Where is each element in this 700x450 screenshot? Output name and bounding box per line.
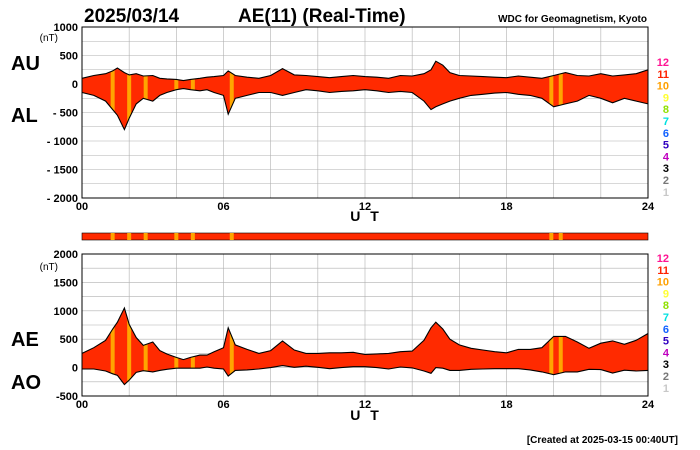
ae-ao-x-tick-label: 06 <box>217 399 229 411</box>
ae-ao-activity-stripe <box>558 308 563 385</box>
created-timestamp: [Created at 2025-03-15 00:40UT] <box>527 435 678 446</box>
al-series-line <box>81 88 649 131</box>
ae-ao-y-tick-label: 1500 <box>54 277 78 289</box>
legend-level-3: 3 <box>663 359 669 371</box>
ae-ao-y-tick-label: -500 <box>56 391 78 403</box>
ae-ao-y-tick-label: 500 <box>60 334 78 346</box>
au-al-y-tick-label: - 2000 <box>47 193 78 205</box>
status-strip-mark <box>174 233 179 240</box>
data-source: WDC for Geomagnetism, Kyoto <box>498 14 647 25</box>
au-al-x-axis-label: U T <box>350 208 382 224</box>
ae-ao-x-tick-label: 24 <box>642 399 655 411</box>
au-al-area-fill <box>82 61 648 130</box>
legend-level-12: 12 <box>657 57 669 69</box>
ae-ao-x-tick-label: 18 <box>500 399 512 411</box>
au-al-activity-stripe <box>143 61 148 130</box>
legend-level-4: 4 <box>663 347 670 359</box>
legend-level-6: 6 <box>663 324 669 336</box>
ae-ao-activity-stripe <box>549 308 554 385</box>
legend-level-5: 5 <box>663 336 669 348</box>
au-al-x-tick-label: 00 <box>76 201 88 213</box>
au-al-activity-stripe <box>549 61 554 130</box>
au-al-x-tick-label: 12 <box>359 201 371 213</box>
legend-level-10: 10 <box>657 277 669 289</box>
status-strip-mark <box>549 233 554 240</box>
ae-ao-y-tick-label: 0 <box>72 363 78 375</box>
au-al-y-tick-label: 0 <box>72 79 78 91</box>
au-al-activity-stripe <box>558 61 563 130</box>
legend-level-9: 9 <box>663 92 669 104</box>
legend-level-2: 2 <box>663 371 669 383</box>
legend-level-5: 5 <box>663 140 669 152</box>
status-strip-mark <box>143 233 148 240</box>
au-al-y-tick-label: - 1500 <box>47 165 78 177</box>
legend-level-2: 2 <box>663 175 669 187</box>
ae-ao-x-tick-label: 00 <box>76 399 88 411</box>
ae-label: AE <box>11 329 39 351</box>
au-al-y-tick-label: - 1000 <box>47 136 78 148</box>
legend-level-8: 8 <box>663 104 669 116</box>
legend-level-7: 7 <box>663 116 669 128</box>
legend-level-1: 1 <box>663 383 669 395</box>
au-al-activity-stripe <box>229 61 234 130</box>
au-al-activity-stripe <box>110 61 115 130</box>
legend-level-12: 12 <box>657 253 669 265</box>
ao-series-line <box>82 365 649 386</box>
legend-level-7: 7 <box>663 312 669 324</box>
au-al-activity-stripe <box>127 61 132 130</box>
au-al-unit-label: (nT) <box>40 33 58 44</box>
ae-ao-activity-stripe <box>110 308 115 385</box>
au-al-y-tick-label: - 500 <box>53 108 78 120</box>
plot-date: 2025/03/14 <box>84 6 180 27</box>
au-label: AU <box>11 53 40 75</box>
status-strip-mark <box>190 233 195 240</box>
al-label: AL <box>11 105 38 127</box>
plot-title: AE(11) (Real-Time) <box>238 6 406 27</box>
ae-ao-activity-stripe <box>143 308 148 385</box>
ae-ao-x-axis-label: U T <box>350 407 382 423</box>
au-al-frame <box>81 26 649 199</box>
ae-ao-area-fill <box>82 308 648 385</box>
status-strip-mark <box>558 233 563 240</box>
ae-ao-activity-stripe <box>127 308 132 385</box>
legend-level-1: 1 <box>663 187 669 199</box>
ao-label: AO <box>11 372 41 394</box>
au-al-y-tick-label: 1000 <box>54 22 78 34</box>
status-strip-bar <box>81 232 649 241</box>
au-al-x-tick-label: 18 <box>500 201 512 213</box>
au-al-x-tick-label: 24 <box>642 201 655 213</box>
status-strip-mark <box>127 233 132 240</box>
legend-level-8: 8 <box>663 300 669 312</box>
status-strip-mark <box>110 233 115 240</box>
au-al-y-tick-label: 500 <box>60 51 78 63</box>
legend-level-6: 6 <box>663 128 669 140</box>
legend-level-11: 11 <box>657 265 669 277</box>
status-strip <box>81 232 649 241</box>
ae-ao-activity-stripe <box>229 308 234 385</box>
ae-ao-y-tick-label: 1000 <box>54 306 78 318</box>
status-strip-mark <box>229 233 234 240</box>
legend-level-10: 10 <box>657 81 669 93</box>
ae-ao-y-tick-label: 2000 <box>54 249 78 261</box>
legend-level-11: 11 <box>657 69 669 81</box>
au-al-x-tick-label: 06 <box>217 201 229 213</box>
ae-ao-x-tick-label: 12 <box>359 399 371 411</box>
legend-level-4: 4 <box>663 151 670 163</box>
ae-ao-unit-label: (nT) <box>40 262 58 273</box>
legend-level-3: 3 <box>663 163 669 175</box>
ae-ao-frame <box>81 253 649 397</box>
au-series-line <box>81 60 649 82</box>
legend-level-9: 9 <box>663 288 669 300</box>
ae-series-line <box>81 306 649 361</box>
